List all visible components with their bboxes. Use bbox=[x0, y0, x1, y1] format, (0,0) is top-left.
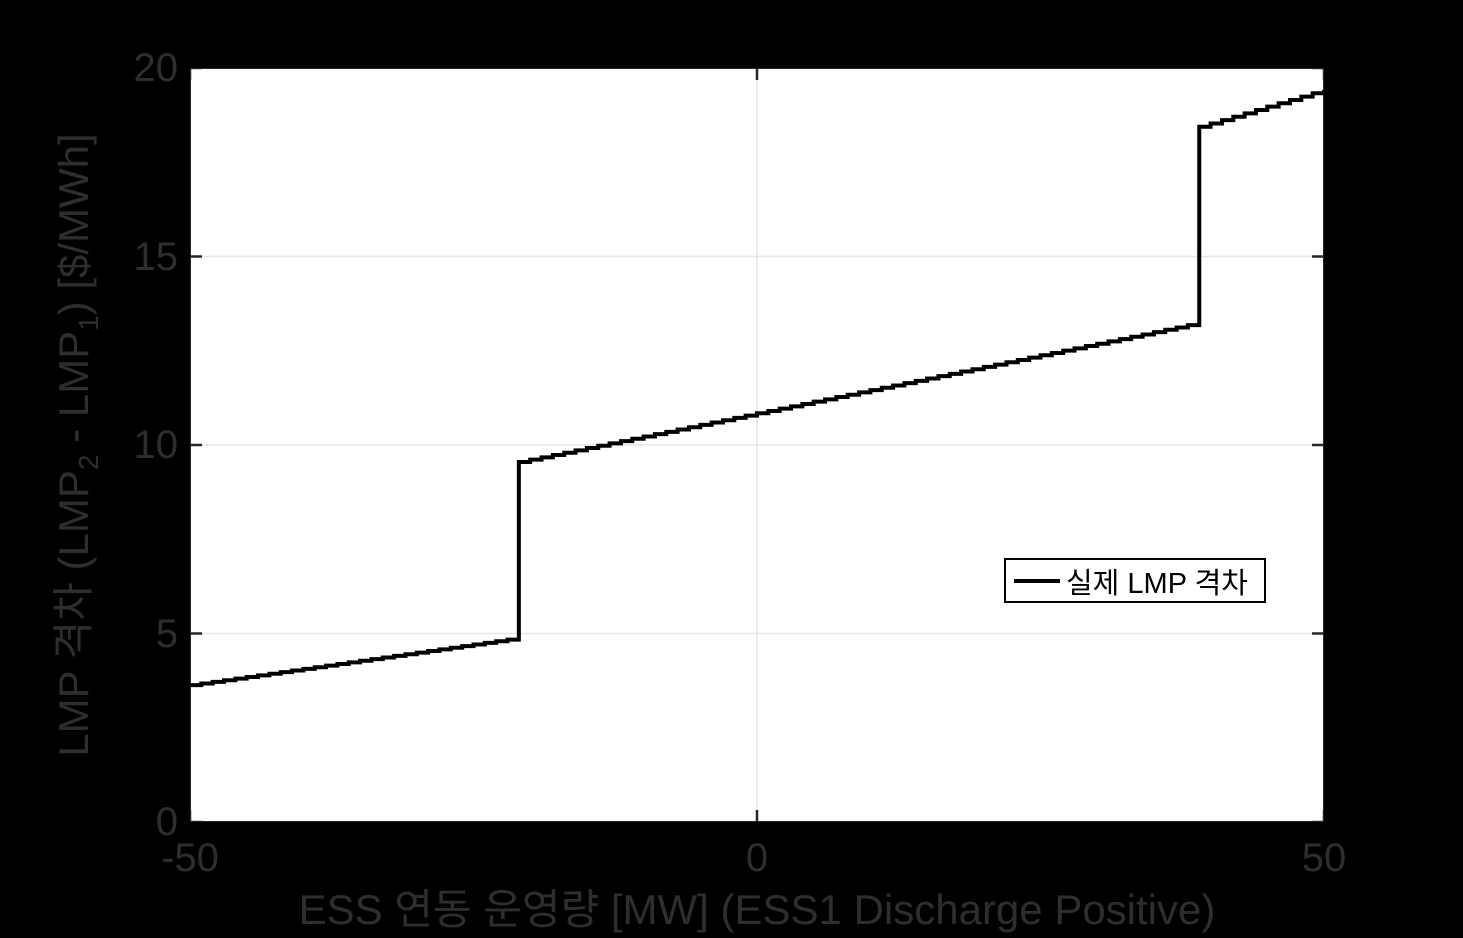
y-axis-label-sub1: 1 bbox=[73, 315, 104, 331]
y-tick-label: 0 bbox=[155, 800, 178, 844]
legend[interactable]: 실제 LMP 격차 bbox=[1004, 558, 1266, 603]
x-tick-label: 50 bbox=[1301, 836, 1347, 880]
y-tick-label: 10 bbox=[133, 423, 179, 467]
y-axis-label: LMP 격차 (LMP2 - LMP1) [$/MWh] bbox=[50, 0, 104, 895]
legend-label: 실제 LMP 격차 bbox=[1066, 567, 1248, 600]
series-line bbox=[190, 89, 1324, 688]
y-axis-label-text: ) [$/MWh] bbox=[50, 133, 97, 316]
y-axis-label-text: LMP 격차 (LMP bbox=[50, 470, 97, 757]
x-axis-label: ESS 연동 운영량 [MW] (ESS1 Discharge Positive… bbox=[298, 886, 1216, 933]
y-axis-label-text: - LMP bbox=[50, 330, 97, 455]
x-tick-label: -50 bbox=[161, 836, 219, 880]
legend-line-sample bbox=[1014, 578, 1060, 583]
x-tick-label: 0 bbox=[745, 836, 769, 880]
y-tick-label: 15 bbox=[133, 234, 179, 279]
y-axis-label-sub2: 2 bbox=[73, 454, 104, 471]
plot-area: 실제 LMP 격차 bbox=[190, 68, 1324, 822]
y-tick-label: 20 bbox=[133, 46, 179, 90]
y-tick-label: 5 bbox=[155, 611, 178, 656]
chart-canvas bbox=[190, 68, 1324, 822]
